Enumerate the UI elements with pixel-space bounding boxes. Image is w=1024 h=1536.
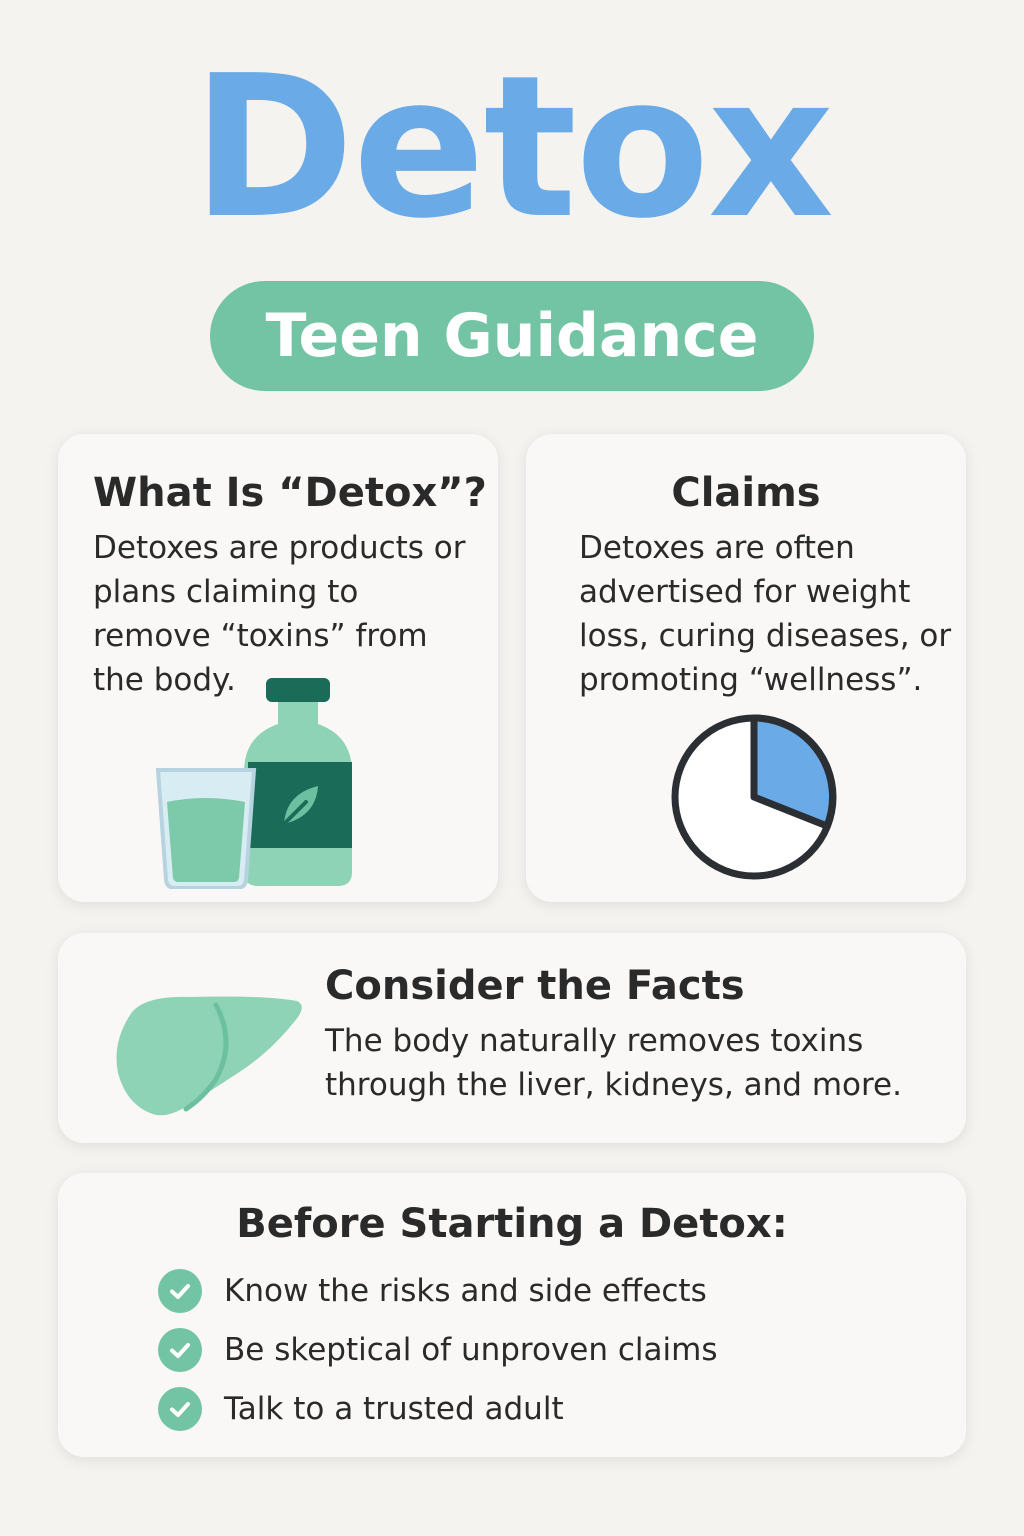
what-is-detox-card: What Is “Detox”? Detoxes are products or… [58,434,498,902]
claims-card: Claims Detoxes are often advertised for … [526,434,966,902]
check-circle-icon [158,1386,202,1431]
list-item-label: Be skeptical of unproven claims [224,1331,718,1368]
check-circle-icon [158,1327,202,1372]
subtitle-badge: Teen Guidance [210,281,814,391]
list-item: Talk to a trusted adult [158,1379,718,1438]
list-item-label: Know the risks and side effects [224,1272,707,1309]
list-item: Be skeptical of unproven claims [158,1320,718,1379]
check-circle-icon [158,1268,202,1313]
consider-facts-heading: Consider the Facts [325,963,745,1009]
page-title: Detox [191,34,834,262]
consider-facts-card: Consider the Facts The body naturally re… [58,933,966,1143]
list-item: Know the risks and side effects [158,1261,718,1320]
pie-chart-icon [671,714,837,880]
checklist: Know the risks and side effects Be skept… [158,1261,718,1438]
claims-text: Detoxes are often advertised for weight … [579,530,952,698]
consider-facts-text: The body naturally removes toxins throug… [325,1023,902,1103]
list-item-label: Talk to a trusted adult [224,1390,564,1427]
before-detox-card: Before Starting a Detox: Know the risks … [58,1173,966,1457]
what-is-detox-text: Detoxes are products or plans claiming t… [93,530,466,698]
liver-icon [116,996,302,1116]
claims-heading: Claims [671,470,821,516]
what-is-detox-heading: What Is “Detox”? [93,470,487,516]
before-detox-heading: Before Starting a Detox: [236,1201,788,1247]
bottle-and-glass-icon [156,678,352,889]
